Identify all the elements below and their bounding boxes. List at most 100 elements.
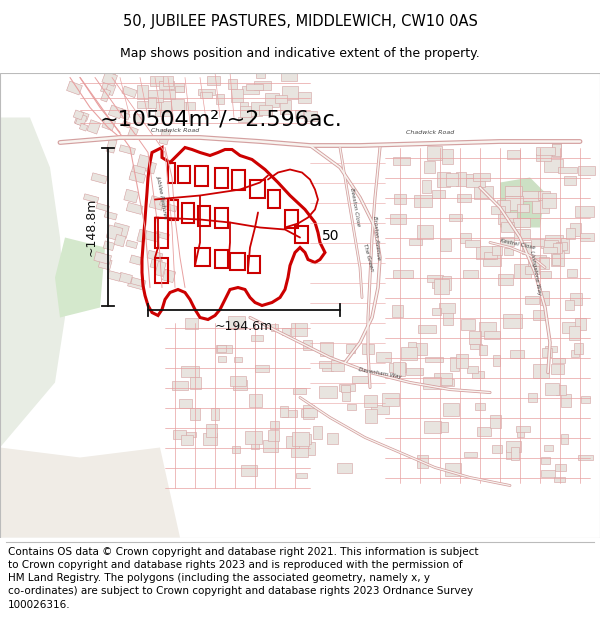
Polygon shape (460, 233, 470, 242)
Polygon shape (217, 344, 226, 352)
Polygon shape (179, 399, 191, 408)
Polygon shape (539, 258, 548, 269)
Text: Chadwick Road: Chadwick Road (406, 131, 454, 136)
Polygon shape (569, 223, 581, 236)
Polygon shape (414, 195, 431, 207)
Polygon shape (501, 222, 514, 231)
Polygon shape (566, 269, 577, 278)
Polygon shape (94, 252, 112, 264)
Polygon shape (119, 145, 136, 155)
Polygon shape (365, 409, 377, 423)
Polygon shape (100, 81, 111, 93)
Polygon shape (107, 271, 121, 281)
Polygon shape (540, 291, 548, 305)
Polygon shape (492, 246, 502, 254)
Text: ~10504m²/~2.596ac.: ~10504m²/~2.596ac. (100, 109, 343, 129)
Polygon shape (87, 120, 101, 134)
Polygon shape (102, 118, 115, 131)
Text: ~194.6m: ~194.6m (215, 319, 273, 332)
Polygon shape (466, 240, 481, 247)
Polygon shape (265, 93, 280, 107)
Polygon shape (198, 89, 215, 95)
Polygon shape (175, 86, 184, 92)
Polygon shape (186, 432, 196, 437)
Polygon shape (131, 278, 146, 287)
Polygon shape (389, 362, 406, 372)
Polygon shape (169, 102, 187, 110)
Text: Broxton Avenue: Broxton Avenue (372, 215, 381, 260)
Polygon shape (147, 250, 163, 261)
Polygon shape (443, 310, 454, 325)
Polygon shape (422, 181, 431, 193)
Polygon shape (280, 406, 288, 418)
Polygon shape (186, 102, 194, 110)
Polygon shape (470, 344, 482, 349)
Polygon shape (464, 452, 478, 457)
Polygon shape (150, 76, 163, 86)
Polygon shape (173, 430, 187, 439)
Polygon shape (295, 109, 304, 118)
Polygon shape (558, 167, 577, 172)
Polygon shape (434, 279, 449, 294)
Polygon shape (301, 409, 311, 417)
Polygon shape (245, 431, 262, 444)
Polygon shape (484, 252, 497, 259)
Polygon shape (218, 356, 226, 362)
Polygon shape (552, 142, 561, 157)
Polygon shape (203, 433, 217, 445)
Polygon shape (303, 406, 314, 419)
Polygon shape (409, 343, 427, 356)
Polygon shape (128, 279, 144, 290)
Polygon shape (231, 89, 243, 102)
Polygon shape (109, 105, 123, 119)
Polygon shape (76, 114, 87, 126)
Polygon shape (506, 441, 521, 452)
Polygon shape (352, 376, 368, 382)
Text: Davenham Way: Davenham Way (358, 367, 402, 379)
Polygon shape (498, 212, 517, 224)
Polygon shape (238, 117, 252, 122)
Polygon shape (280, 100, 291, 114)
Polygon shape (490, 415, 500, 428)
Polygon shape (440, 239, 451, 251)
Polygon shape (150, 258, 163, 269)
Polygon shape (427, 274, 443, 281)
Polygon shape (561, 238, 569, 254)
Polygon shape (190, 377, 201, 389)
Polygon shape (455, 354, 468, 368)
Polygon shape (543, 247, 557, 253)
Polygon shape (181, 434, 193, 446)
Polygon shape (439, 303, 455, 313)
Polygon shape (545, 383, 559, 394)
Polygon shape (161, 202, 177, 212)
Polygon shape (472, 371, 484, 378)
Polygon shape (498, 274, 514, 285)
Polygon shape (442, 149, 454, 164)
Polygon shape (432, 308, 440, 315)
Polygon shape (505, 186, 522, 196)
Polygon shape (446, 173, 458, 186)
Polygon shape (445, 463, 461, 476)
Polygon shape (371, 405, 389, 414)
Polygon shape (466, 178, 485, 186)
Polygon shape (256, 364, 269, 372)
Polygon shape (469, 331, 481, 344)
Polygon shape (463, 269, 478, 278)
Polygon shape (230, 376, 246, 386)
Polygon shape (251, 438, 259, 449)
Polygon shape (319, 386, 337, 398)
Polygon shape (326, 433, 338, 444)
Polygon shape (574, 343, 583, 354)
Polygon shape (541, 470, 555, 477)
Polygon shape (160, 199, 168, 207)
Polygon shape (461, 319, 475, 330)
Polygon shape (475, 403, 485, 410)
Polygon shape (566, 228, 575, 239)
Polygon shape (536, 148, 554, 154)
Polygon shape (148, 97, 157, 108)
Polygon shape (454, 174, 473, 181)
Polygon shape (394, 194, 406, 204)
Polygon shape (522, 191, 539, 201)
Polygon shape (551, 364, 564, 374)
Polygon shape (523, 242, 531, 254)
